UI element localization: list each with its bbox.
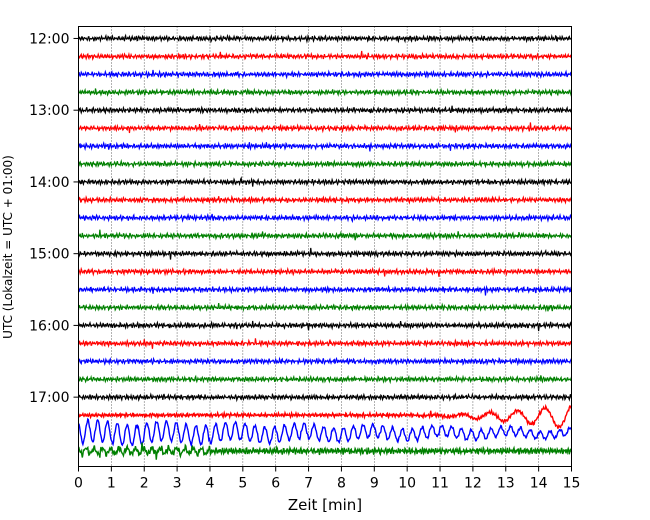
y-tick-label: 15:00: [29, 247, 69, 263]
x-tick-label: 1: [107, 476, 116, 492]
trace-line: [78, 105, 573, 116]
trace-line: [77, 403, 573, 429]
trace-line: [77, 338, 573, 349]
x-tick-label: 12: [464, 476, 482, 492]
x-tick-label: 7: [304, 476, 313, 492]
trace-line: [77, 212, 573, 224]
trace-line: [77, 194, 573, 205]
x-tick-label: 11: [431, 476, 449, 492]
x-tick-label: 8: [337, 476, 346, 492]
x-axis: 0 1 2 3 4 5 6 7 8 9 10 11 12 13 14 15: [74, 466, 581, 492]
trace-line: [77, 69, 572, 80]
grid-lines: [111, 26, 539, 467]
x-tick-label: 6: [271, 476, 280, 492]
x-tick-label: 2: [140, 476, 149, 492]
y-tick-label: 16:00: [29, 318, 69, 334]
trace-line: [77, 122, 573, 134]
x-axis-label: Zeit [min]: [288, 496, 362, 514]
trace-line: [77, 158, 572, 170]
x-tick-label: 13: [497, 476, 515, 492]
trace-line: [78, 33, 572, 44]
plot-frame: [78, 26, 572, 467]
x-tick-label: 3: [173, 476, 182, 492]
x-tick-label: 10: [398, 476, 416, 492]
trace-line: [77, 176, 573, 187]
x-tick-label: 0: [74, 476, 83, 492]
trace-line: [77, 374, 573, 385]
x-tick-label: 4: [206, 476, 215, 492]
y-tick-label: 14:00: [29, 175, 69, 191]
y-axis-label: UTC (Lokalzeit = UTC + 01:00): [1, 155, 15, 339]
trace-line: [77, 247, 573, 260]
trace-line: [77, 356, 573, 367]
trace-line: [78, 417, 573, 448]
trace-line: [78, 50, 572, 62]
y-axis: 12:00 13:00 14:00 15:00 16:00 17:00: [29, 31, 79, 406]
y-tick-label: 12:00: [29, 31, 69, 47]
trace-line: [77, 266, 573, 277]
trace-line: [77, 302, 573, 313]
trace-line: [77, 442, 573, 460]
y-tick-label: 13:00: [29, 103, 69, 119]
trace-line: [77, 87, 573, 98]
x-tick-label: 9: [370, 476, 379, 492]
x-tick-label: 15: [563, 476, 581, 492]
traces: [77, 33, 573, 460]
trace-line: [77, 320, 573, 332]
trace-line: [77, 284, 573, 296]
trace-line: [78, 229, 572, 241]
x-tick-label: 14: [530, 476, 548, 492]
y-tick-label: 17:00: [29, 390, 69, 406]
trace-line: [78, 140, 573, 152]
trace-line: [77, 392, 573, 403]
x-tick-label: 5: [238, 476, 247, 492]
